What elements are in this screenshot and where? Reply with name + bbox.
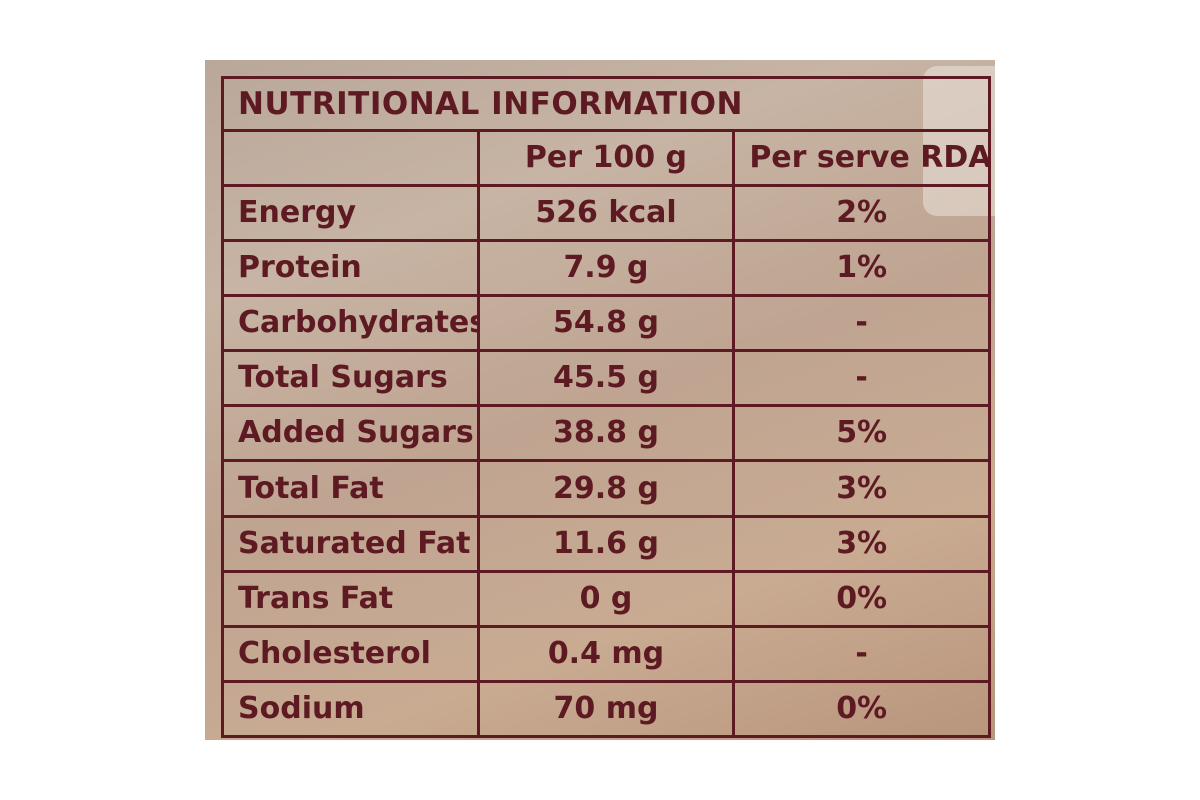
nutrient-name: Sodium (221, 679, 480, 739)
per-100g-value: 11.6 g (476, 514, 736, 573)
nutrient-name: Total Sugars (221, 349, 480, 408)
rda-value: - (732, 624, 991, 683)
header-per-100g: Per 100 g (476, 128, 736, 188)
rda-value: 2% (732, 184, 991, 243)
per-100g-value: 70 mg (476, 679, 736, 739)
table-row: Energy 526 kcal 2% (221, 184, 991, 243)
per-100g-value: 29.8 g (476, 459, 736, 518)
rda-value: - (732, 349, 991, 408)
per-100g-value: 7.9 g (476, 239, 736, 298)
table-row: Protein 7.9 g 1% (221, 239, 991, 298)
table-row: Carbohydrates 54.8 g - (221, 294, 991, 353)
nutrition-table: NUTRITIONAL INFORMATION Per 100 g Per se… (221, 76, 991, 739)
nutrient-name: Trans Fat (221, 569, 480, 628)
per-100g-value: 526 kcal (476, 184, 736, 243)
table-row: Total Fat 29.8 g 3% (221, 459, 991, 518)
per-100g-value: 0 g (476, 569, 736, 628)
table-row: Total Sugars 45.5 g - (221, 349, 991, 408)
header-per-serve-rda: Per serve RDA% (732, 128, 991, 188)
nutrition-table-container: NUTRITIONAL INFORMATION Per 100 g Per se… (221, 76, 991, 739)
per-100g-value: 38.8 g (476, 404, 736, 463)
nutrient-name: Saturated Fat (221, 514, 480, 573)
rda-value: 1% (732, 239, 991, 298)
nutrient-name: Carbohydrates (221, 294, 480, 353)
nutrient-name: Total Fat (221, 459, 480, 518)
header-row: Per 100 g Per serve RDA% (221, 128, 991, 188)
rda-value: 3% (732, 459, 991, 518)
nutrient-name: Added Sugars (221, 404, 480, 463)
rda-value: 5% (732, 404, 991, 463)
rda-value: 0% (732, 679, 991, 739)
table-row: Trans Fat 0 g 0% (221, 569, 991, 628)
table-row: Cholesterol 0.4 mg - (221, 624, 991, 683)
nutrient-name: Protein (221, 239, 480, 298)
per-100g-value: 0.4 mg (476, 624, 736, 683)
table-row: Added Sugars 38.8 g 5% (221, 404, 991, 463)
nutrition-label-panel: NUTRITIONAL INFORMATION Per 100 g Per se… (205, 60, 995, 740)
table-row: Saturated Fat 11.6 g 3% (221, 514, 991, 573)
rda-value: 0% (732, 569, 991, 628)
rda-value: 3% (732, 514, 991, 573)
table-title: NUTRITIONAL INFORMATION (221, 76, 991, 132)
nutrient-name: Energy (221, 184, 480, 243)
rda-value: - (732, 294, 991, 353)
per-100g-value: 54.8 g (476, 294, 736, 353)
nutrient-name: Cholesterol (221, 624, 480, 683)
header-nutrient (221, 128, 480, 188)
table-row: Sodium 70 mg 0% (221, 679, 991, 739)
per-100g-value: 45.5 g (476, 349, 736, 408)
